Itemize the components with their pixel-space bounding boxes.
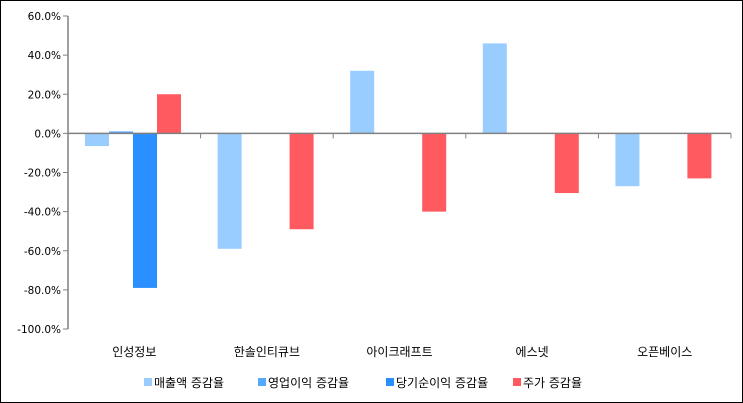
y-tick-label: 60.0% [28, 11, 61, 23]
y-tick-label: -20.0% [24, 168, 61, 180]
bar-0-4 [615, 133, 640, 187]
bar-3-1 [289, 133, 314, 230]
y-tick-label: -80.0% [24, 285, 61, 297]
bar-0-2 [350, 70, 375, 134]
bar-0-0 [85, 133, 109, 147]
y-tick-label: -40.0% [24, 207, 61, 219]
y-tick-label: 40.0% [28, 50, 61, 62]
bar-2-0 [133, 133, 157, 288]
category-label: 에스넷 [516, 345, 549, 359]
y-tick-label: -100.0% [17, 324, 61, 336]
bar-3-0 [157, 94, 181, 134]
bar-3-4 [687, 133, 712, 179]
legend-label-2: 당기순이익 증감율 [396, 376, 488, 390]
legend-swatch-2 [386, 378, 394, 386]
category-label: 오픈베이스 [637, 345, 692, 359]
bar-3-3 [554, 133, 579, 194]
y-tick-label: 0.0% [34, 128, 61, 140]
legend-label-1: 영업이익 증감율 [268, 376, 349, 390]
category-label: 아이크래프트 [366, 345, 432, 359]
legend-swatch-1 [258, 378, 266, 386]
legend-swatch-3 [513, 378, 521, 386]
category-label: 한솔인티큐브 [234, 345, 300, 359]
bar-0-3 [482, 43, 507, 134]
legend-label-3: 주가 증감율 [523, 376, 582, 390]
bar-1-0 [109, 131, 133, 134]
legend-label-0: 매출액 증감율 [154, 376, 224, 390]
bar-0-1 [217, 133, 242, 249]
y-tick-label: -60.0% [24, 246, 61, 258]
legend-swatch-0 [144, 378, 152, 386]
category-label: 인성정보 [112, 345, 156, 359]
bar-3-2 [422, 133, 447, 212]
y-tick-label: 20.0% [28, 89, 61, 101]
